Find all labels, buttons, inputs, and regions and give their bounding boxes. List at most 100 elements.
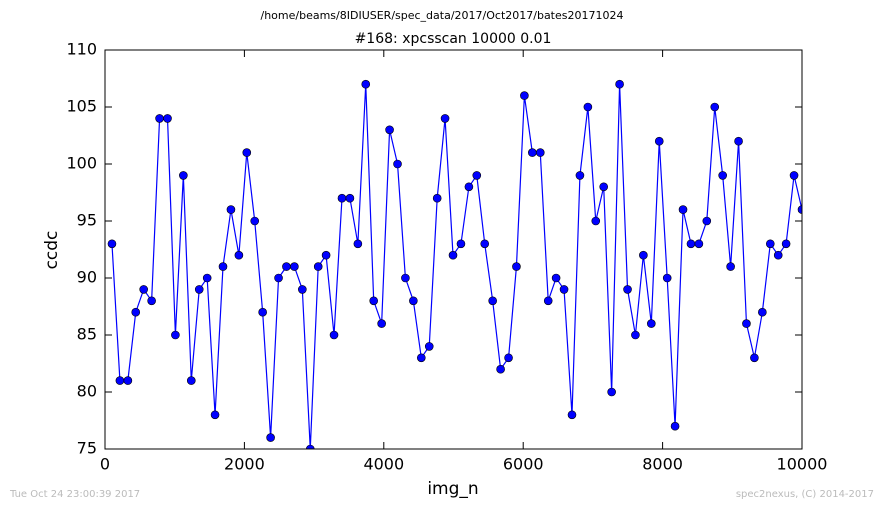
data-point [686, 239, 696, 249]
data-point [440, 114, 450, 123]
data-point [607, 387, 616, 397]
data-point [773, 250, 783, 260]
data-point [678, 205, 688, 214]
data-point [480, 239, 490, 249]
data-point [615, 79, 624, 89]
data-point [623, 285, 632, 294]
data-point [194, 285, 204, 294]
data-point [131, 307, 141, 317]
data-point [456, 239, 466, 249]
data-point [186, 376, 196, 385]
data-point [321, 250, 331, 260]
data-point [702, 216, 712, 226]
data-point [742, 319, 751, 328]
x-tick-label: 6000 [503, 455, 544, 474]
x-tick-label: 4000 [363, 455, 404, 474]
data-point [155, 114, 164, 123]
data-point [662, 273, 672, 283]
data-point [385, 125, 394, 135]
y-tick-label: 105 [66, 97, 97, 116]
axes-frame [104, 49, 803, 450]
data-point [512, 262, 521, 271]
x-tick-label: 10000 [777, 455, 828, 474]
data-point [115, 376, 125, 385]
data-point [710, 102, 720, 112]
data-point [535, 148, 545, 157]
data-point [504, 353, 513, 363]
data-point [488, 296, 497, 306]
series-line [111, 84, 802, 449]
x-axis-label: img_n [427, 479, 478, 499]
data-point [258, 307, 267, 317]
data-point [591, 216, 601, 226]
data-point [234, 250, 244, 260]
data-point [242, 148, 252, 157]
data-point [401, 273, 410, 283]
data-point [282, 262, 291, 271]
data-point [290, 262, 299, 271]
data-point [416, 353, 426, 363]
data-point [163, 114, 172, 123]
footer-right: spec2nexus, (C) 2014-2017 [736, 489, 874, 500]
data-point [202, 273, 212, 283]
suptitle: /home/beams/8IDIUSER/spec_data/2017/Oct2… [261, 9, 624, 22]
data-point [179, 171, 188, 180]
data-point [424, 342, 434, 351]
data-point [337, 193, 347, 203]
data-point [448, 250, 458, 260]
data-point [765, 239, 775, 249]
x-tick-label: 0 [100, 455, 110, 474]
data-point [543, 296, 553, 306]
data-point [226, 205, 236, 214]
data-point [409, 296, 418, 306]
data-point [758, 307, 767, 317]
data-point [210, 410, 220, 420]
x-tick-label: 8000 [642, 455, 683, 474]
data-point [432, 193, 442, 203]
data-point [639, 250, 648, 260]
y-tick-label: 100 [66, 154, 97, 173]
data-point [139, 285, 148, 294]
y-axis-label: ccdc [42, 231, 62, 270]
chart-title: #168: xpcsscan 10000 0.01 [355, 31, 552, 47]
data-point [218, 262, 228, 271]
x-tick-label: 2000 [224, 455, 265, 474]
data-point [583, 102, 593, 112]
data-point [694, 239, 704, 249]
data-point [464, 182, 474, 192]
data-point [123, 376, 133, 385]
data-point [298, 285, 307, 294]
data-point [329, 330, 339, 340]
y-tick-label: 80 [77, 382, 97, 401]
data-point [274, 273, 283, 283]
data-point [345, 193, 355, 203]
data-point [250, 216, 260, 226]
data-point [496, 364, 505, 374]
data-point [266, 433, 275, 442]
data-point [377, 319, 386, 328]
data-point [654, 136, 664, 146]
data-point [631, 330, 640, 340]
data-point [559, 285, 569, 294]
data-point [520, 91, 529, 100]
data-point [393, 159, 402, 169]
plot-area [107, 79, 802, 449]
data-point [789, 171, 799, 180]
data-point [575, 171, 585, 180]
data-point [305, 444, 315, 449]
y-tick-label: 95 [77, 211, 97, 230]
data-point [718, 171, 727, 180]
footer-left: Tue Oct 24 23:00:39 2017 [9, 489, 140, 500]
data-point [313, 262, 323, 271]
y-tick-label: 85 [77, 325, 97, 344]
data-point [726, 262, 735, 271]
data-point [734, 136, 743, 146]
data-point [551, 273, 561, 283]
data-point [781, 239, 791, 249]
y-tick-label: 90 [77, 268, 97, 287]
data-point [369, 296, 378, 306]
data-point [353, 239, 363, 249]
data-point [472, 171, 482, 180]
